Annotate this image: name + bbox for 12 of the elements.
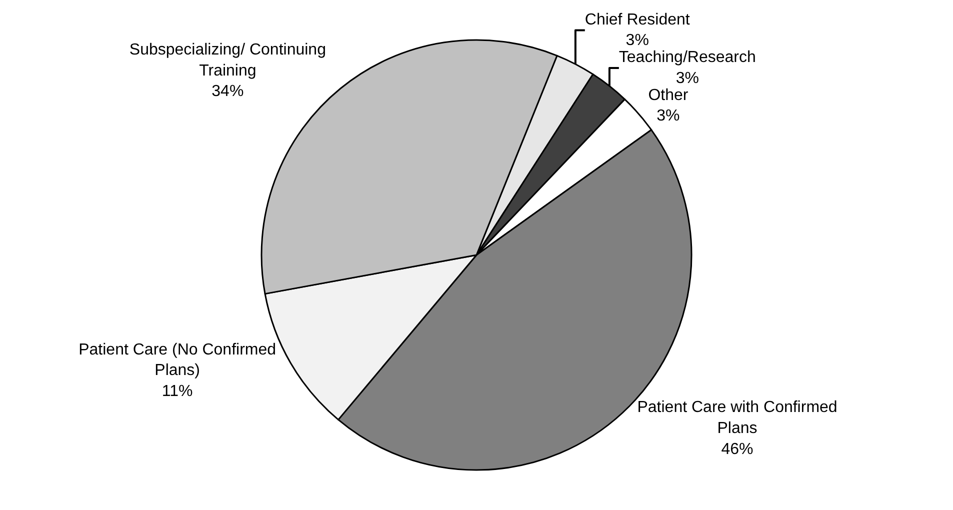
slice-label: Teaching/Research [618, 49, 756, 66]
data-label: 46% [721, 440, 754, 458]
data-label: 34% [212, 83, 244, 100]
data-label: 3% [626, 32, 649, 50]
slice-label: Patient Care (No Confirmed Plans) [78, 341, 276, 380]
data-label: 11% [162, 382, 193, 400]
slice-label: Patient Care with Confirmed Plans [637, 399, 838, 438]
slice-label: Chief Resident [584, 11, 690, 28]
data-label: 3% [656, 108, 680, 125]
slice-label: Other [648, 86, 689, 104]
slice-label: Subspecializing/ Continuing Training [129, 41, 326, 80]
data-label: 3% [676, 70, 699, 87]
